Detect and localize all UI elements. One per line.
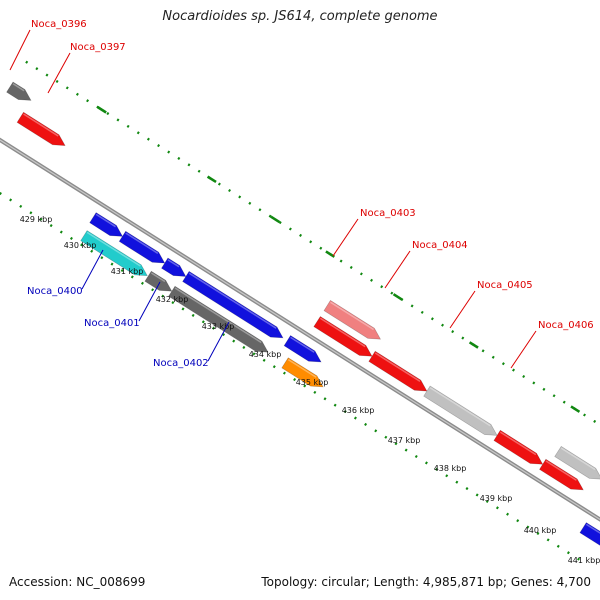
leader-line bbox=[384, 250, 411, 289]
tick-label: 431 kbp bbox=[111, 267, 144, 276]
gene-noca_0403[interactable] bbox=[323, 299, 382, 340]
gene-noca_0397[interactable] bbox=[16, 111, 66, 146]
gene-noca_0405[interactable] bbox=[368, 350, 428, 392]
gene-label-noca_0402: Noca_0402 bbox=[153, 358, 209, 369]
leader-line bbox=[449, 290, 476, 329]
gene-noca_0396[interactable] bbox=[6, 81, 32, 101]
gene-label-noca_0396: Noca_0396 bbox=[31, 19, 87, 30]
gene-minus-unlabeled[interactable] bbox=[118, 230, 166, 264]
tick-label: 437 kbp bbox=[388, 436, 421, 445]
tick-label: 438 kbp bbox=[434, 464, 467, 473]
gene-label-noca_0400: Noca_0400 bbox=[27, 286, 83, 297]
leader-line bbox=[332, 218, 359, 257]
leader-line bbox=[9, 29, 31, 71]
gene-noca_0406[interactable] bbox=[423, 385, 498, 436]
gene-minus-unlabeled[interactable] bbox=[182, 270, 284, 339]
gene-noca_0400[interactable] bbox=[80, 230, 148, 277]
gene-minus-unlabeled[interactable] bbox=[89, 212, 124, 237]
tick-label: 440 kbp bbox=[524, 526, 557, 535]
leader-line bbox=[510, 330, 537, 369]
tick-label: 434 kbp bbox=[249, 350, 282, 359]
tick-label: 432 kbp bbox=[156, 295, 189, 304]
gene-minus-unlabeled[interactable] bbox=[283, 335, 322, 363]
page-title: Nocardioides sp. JS614, complete genome bbox=[162, 9, 438, 24]
tick-label: 433 kbp bbox=[202, 322, 235, 331]
leader-line bbox=[207, 321, 230, 362]
outer-track-mark bbox=[468, 341, 479, 349]
gene-minus-unlabeled[interactable] bbox=[579, 522, 600, 560]
outer-track-mark bbox=[570, 405, 581, 413]
gene-label-noca_0401: Noca_0401 bbox=[84, 318, 140, 329]
outer-track-mark bbox=[97, 106, 107, 114]
gene-label-noca_0406: Noca_0406 bbox=[538, 320, 594, 331]
gene-plus-unlabeled[interactable] bbox=[539, 458, 584, 491]
gene-label-noca_0397: Noca_0397 bbox=[70, 42, 126, 53]
accession-text: Accession: NC_008699 bbox=[9, 575, 146, 589]
gene-minus-unlabeled[interactable] bbox=[161, 257, 187, 277]
tick-label: 436 kbp bbox=[342, 406, 375, 415]
leader-line bbox=[81, 249, 104, 290]
leader-line bbox=[138, 281, 161, 322]
gene-noca_0401[interactable] bbox=[144, 270, 173, 292]
topology-text: Topology: circular; Length: 4,985,871 bp… bbox=[261, 575, 591, 589]
tick-label: 441 kbp bbox=[568, 556, 600, 565]
gene-label-noca_0404: Noca_0404 bbox=[412, 240, 468, 251]
outer-track-mark bbox=[270, 215, 281, 224]
genome-backbone-highlight bbox=[0, 139, 600, 521]
gene-label-noca_0405: Noca_0405 bbox=[477, 280, 533, 291]
gene-label-noca_0403: Noca_0403 bbox=[360, 208, 416, 219]
gene-noca_0402[interactable] bbox=[281, 357, 324, 388]
tick-label: 430 kbp bbox=[64, 241, 97, 250]
gene-noca_0404[interactable] bbox=[313, 316, 373, 357]
gene-plus-unlabeled[interactable] bbox=[493, 429, 544, 465]
outer-track-mark bbox=[392, 293, 403, 301]
outer-track-mark bbox=[206, 175, 217, 184]
gene-plus-unlabeled[interactable] bbox=[554, 445, 600, 480]
tick-label: 435 kbp bbox=[296, 378, 329, 387]
leader-line bbox=[47, 52, 71, 94]
tick-label: 439 kbp bbox=[480, 494, 513, 503]
gene-noca_0401[interactable] bbox=[168, 285, 269, 353]
tick-label: 429 kbp bbox=[20, 215, 53, 224]
